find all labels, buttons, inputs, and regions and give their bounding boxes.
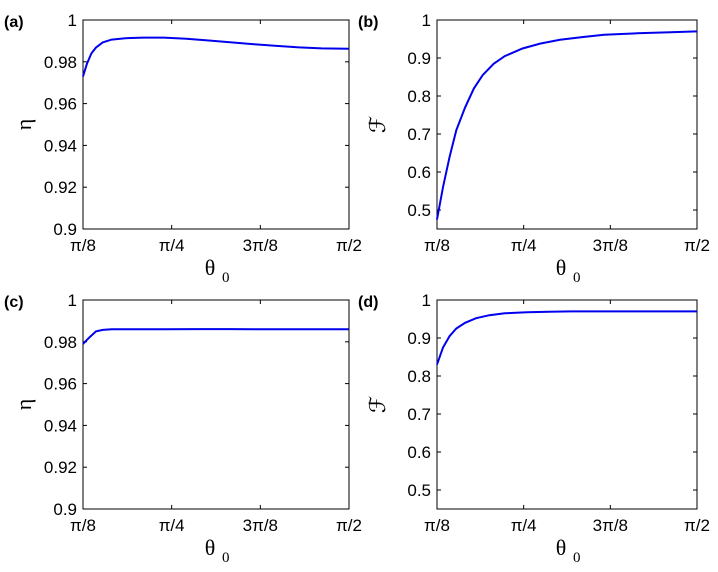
x-tick-label: π/4 [511, 236, 537, 255]
y-tick-label: 0.9 [407, 49, 431, 68]
y-tick-label: 0.96 [44, 95, 77, 114]
x-axis-label-subscript: 0 [573, 550, 581, 566]
x-tick-label: π/2 [684, 516, 710, 535]
x-tick-label: 3π/8 [593, 236, 628, 255]
panel-label: (b) [358, 14, 378, 31]
chart-panel: 0.9 0.92 0.94 0.96 0.98 1 π/8 π/4 3π/8 π/2 (a) θ 0 η [4, 11, 362, 286]
series-line [436, 30, 698, 220]
y-tick-label: 1 [422, 11, 431, 30]
x-tick-label: π/4 [159, 236, 185, 255]
y-tick-label: 0.94 [44, 136, 77, 155]
panel-label: (a) [4, 14, 24, 31]
x-tick-label: π/8 [70, 516, 96, 535]
plot-frame [436, 299, 698, 510]
x-tick-label: π/2 [336, 236, 362, 255]
y-tick-label: 1 [68, 11, 77, 30]
y-tick-label: 0.9 [53, 500, 77, 519]
x-tick-label: 3π/8 [243, 516, 278, 535]
panel-label: (d) [358, 294, 378, 311]
plot-frame [82, 299, 350, 510]
x-tick-label: π/4 [159, 516, 185, 535]
y-tick-label: 0.92 [44, 458, 77, 477]
y-tick-label: 0.9 [407, 329, 431, 348]
y-tick-label: 0.8 [407, 87, 431, 106]
x-tick-label: π/4 [511, 516, 537, 535]
x-tick-label: π/8 [424, 516, 450, 535]
y-tick-label: 0.7 [407, 125, 431, 144]
y-tick-label: 0.5 [407, 201, 431, 220]
y-tick-label: 0.94 [44, 416, 77, 435]
x-tick-label: 3π/8 [593, 516, 628, 535]
y-tick-label: 1 [422, 291, 431, 310]
y-axis-label: ℱ [365, 116, 390, 133]
y-tick-label: 0.7 [407, 405, 431, 424]
x-tick-label: π/8 [70, 236, 96, 255]
y-tick-label: 0.5 [407, 481, 431, 500]
plot-frame [82, 19, 350, 230]
y-tick-label: 0.98 [44, 333, 77, 352]
chart-panel: 0.9 0.92 0.94 0.96 0.98 1 π/8 π/4 3π/8 π/2 (c) θ 0 η [4, 291, 362, 566]
panel-label: (c) [4, 294, 24, 311]
x-axis-label: θ [205, 535, 216, 560]
y-tick-label: 0.6 [407, 163, 431, 182]
x-tick-label: π/2 [684, 236, 710, 255]
y-tick-label: 0.98 [44, 53, 77, 72]
y-axis-label: ℱ [365, 396, 390, 413]
y-axis-label: η [11, 399, 36, 411]
chart-panel: 0.5 0.6 0.7 0.8 0.9 1 π/8 π/4 3π/8 π/2 (b) θ 0 ℱ [358, 11, 710, 286]
x-tick-label: π/8 [424, 236, 450, 255]
x-axis-label: θ [556, 255, 567, 280]
y-axis-label: η [11, 119, 36, 131]
x-axis-label-subscript: 0 [573, 270, 581, 286]
chart-panel: 0.5 0.6 0.7 0.8 0.9 1 π/8 π/4 3π/8 π/2 (d) θ 0 ℱ [358, 291, 710, 566]
x-tick-label: 3π/8 [243, 236, 278, 255]
x-tick-label: π/2 [336, 516, 362, 535]
y-tick-label: 0.96 [44, 375, 77, 394]
y-tick-label: 0.6 [407, 443, 431, 462]
x-axis-label-subscript: 0 [222, 550, 230, 566]
x-axis-label-subscript: 0 [222, 270, 230, 286]
series-line [82, 36, 350, 77]
y-tick-label: 0.92 [44, 178, 77, 197]
x-axis-label: θ [556, 535, 567, 560]
series-line [436, 310, 697, 365]
x-axis-label: θ [205, 255, 216, 280]
plot-frame [436, 19, 698, 230]
y-tick-label: 0.8 [407, 367, 431, 386]
series-line [82, 328, 349, 345]
y-tick-label: 0.9 [53, 220, 77, 239]
y-tick-label: 1 [68, 291, 77, 310]
